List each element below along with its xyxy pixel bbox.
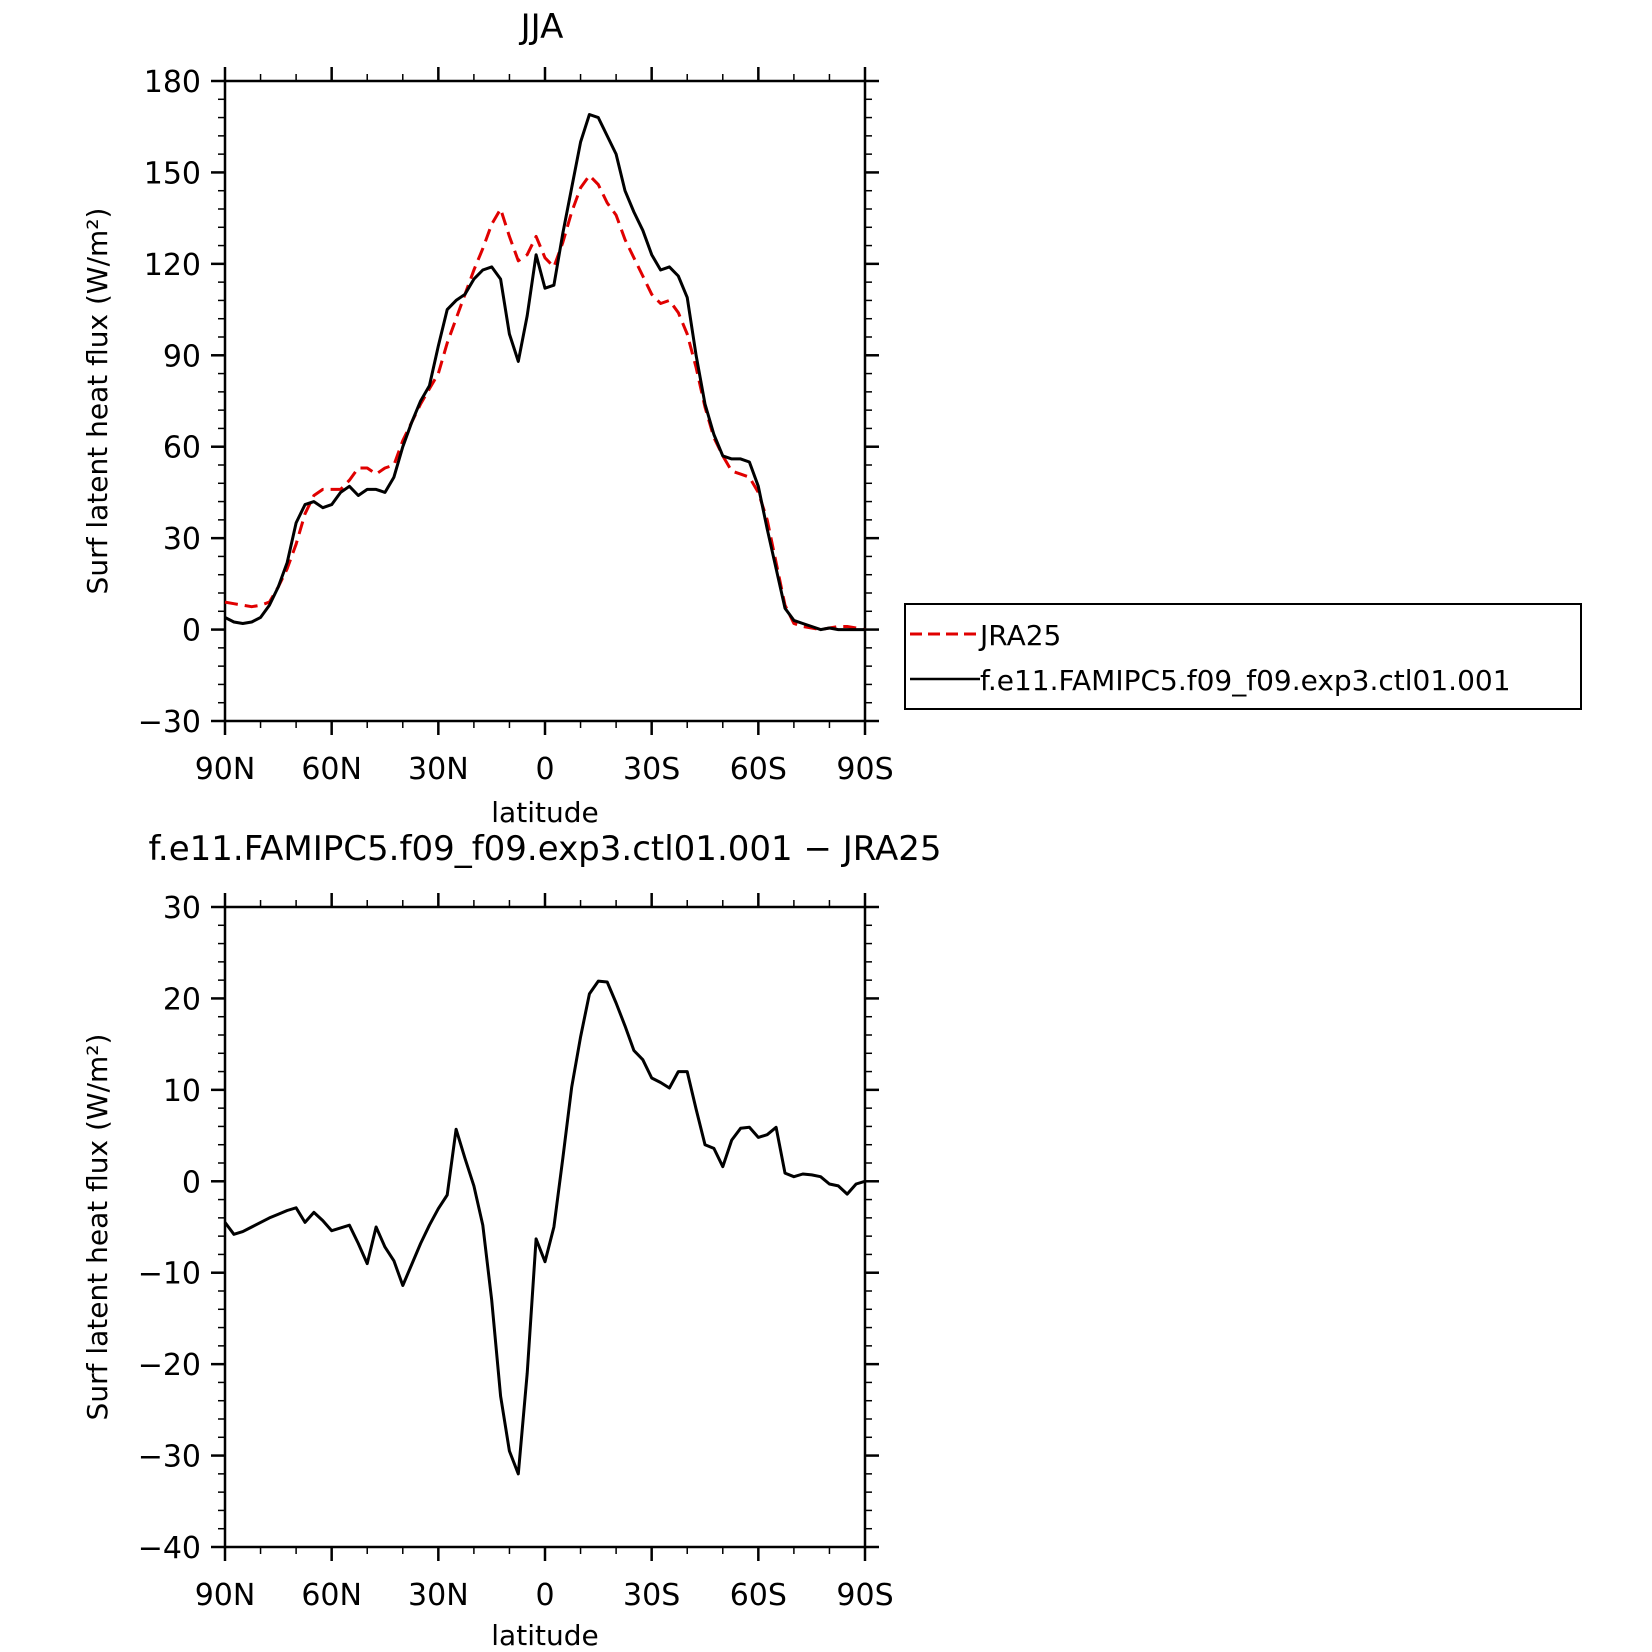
top-chart-xtick-label: 90S: [836, 752, 893, 787]
bottom-chart-ytick-label: 10: [163, 1074, 201, 1109]
bottom-chart-panel: f.e11.FAMIPC5.f09_f09.exp3.ctl01.001 − J…: [81, 829, 942, 1652]
bottom-chart-xtick-label: 90S: [836, 1578, 893, 1613]
top-chart-xtick-label: 30N: [408, 752, 469, 787]
top-chart-ytick-label: −30: [138, 705, 201, 740]
bottom-chart-ytick-label: 30: [163, 891, 201, 926]
top-chart-xtick-label: 90N: [195, 752, 256, 787]
bottom-chart-xtick-label: 60S: [730, 1578, 787, 1613]
top-chart-series: [224, 113, 866, 632]
bottom-chart-ytick-label: −30: [138, 1440, 201, 1475]
top-chart-ylabel: Surf latent heat flux (W/m²): [81, 208, 114, 595]
bottom-chart-title: f.e11.FAMIPC5.f09_f09.exp3.ctl01.001 − J…: [148, 829, 941, 869]
bottom-chart-ticks: −40 −30 −20 −10 0 10 20 30 90N 60N 30N 0 30S 60S 90S: [138, 891, 894, 1613]
legend: JRA25 f.e11.FAMIPC5.f09_f09.exp3.ctl01.0…: [904, 603, 1582, 710]
top-chart-ytick-label: 0: [182, 614, 201, 649]
bottom-chart-ytick-label: −40: [138, 1531, 201, 1566]
bottom-chart-ytick-label: −10: [138, 1257, 201, 1292]
bottom-chart-xtick-label: 30N: [408, 1578, 469, 1613]
top-chart-xlabel: latitude: [491, 796, 598, 829]
bottom-chart-xlabel: latitude: [491, 1619, 598, 1652]
top-chart-ytick-label: 90: [163, 339, 201, 374]
bottom-chart-ytick-label: 0: [182, 1165, 201, 1200]
bottom-chart-series-line-0: [223, 979, 866, 1476]
legend-label-jra25: JRA25: [978, 619, 1061, 652]
bottom-chart-xtick-label: 90N: [195, 1578, 256, 1613]
top-chart-series-line-1: [224, 113, 865, 632]
bottom-chart-xtick-label: 0: [535, 1578, 554, 1613]
top-chart-xtick-label: 30S: [623, 752, 680, 787]
top-chart-ytick-label: 30: [163, 522, 201, 557]
top-chart-frame: [223, 79, 867, 723]
top-chart-title: JJA: [519, 7, 564, 47]
legend-box: [904, 603, 1582, 710]
bottom-chart-ytick-label: −20: [138, 1348, 201, 1383]
top-chart-ytick-label: 150: [144, 156, 201, 191]
top-chart-panel: JJA −30 0 30 60 90 120 150 180 90N 60N 30N 0 30S 60S 9…: [81, 7, 1582, 829]
top-chart-xtick-label: 60S: [730, 752, 787, 787]
bottom-chart-xtick-label: 60N: [301, 1578, 362, 1613]
top-chart-series-line-0: [224, 174, 866, 632]
top-chart-ytick-label: 60: [163, 431, 201, 466]
top-chart-xtick-label: 0: [535, 752, 554, 787]
top-chart-xtick-label: 60N: [301, 752, 362, 787]
bottom-chart-ytick-label: 20: [163, 982, 201, 1017]
bottom-chart-xtick-label: 30S: [623, 1578, 680, 1613]
bottom-chart-frame: [223, 905, 867, 1549]
top-chart-ytick-label: 180: [144, 65, 201, 100]
top-chart-ticks: −30 0 30 60 90 120 150 180 90N 60N 30N 0 30S 60S 90S: [138, 65, 894, 787]
bottom-chart-series: [223, 979, 866, 1476]
bottom-chart-ylabel: Surf latent heat flux (W/m²): [81, 1034, 114, 1421]
legend-label-model: f.e11.FAMIPC5.f09_f09.exp3.ctl01.001: [980, 664, 1511, 697]
top-chart-ytick-label: 120: [144, 248, 201, 283]
